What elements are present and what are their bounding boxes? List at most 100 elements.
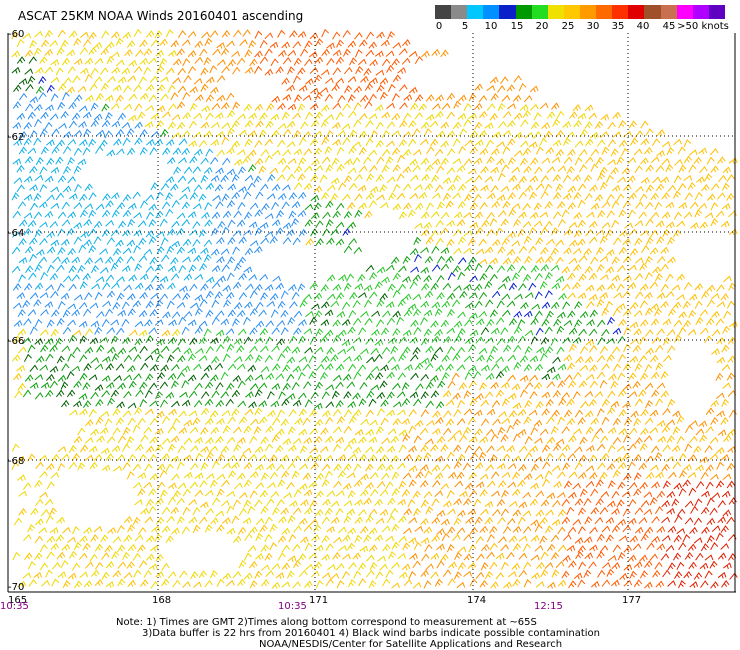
wind-barb	[469, 221, 479, 229]
wind-barb	[242, 155, 251, 164]
wind-barb	[11, 246, 21, 255]
wind-barb	[112, 408, 121, 416]
wind-barb	[673, 175, 682, 184]
wind-barb	[381, 111, 390, 119]
wind-barb	[310, 570, 320, 578]
wind-barb	[676, 273, 686, 281]
wind-barb	[370, 130, 378, 139]
wind-barb	[376, 446, 385, 454]
wind-barb	[506, 551, 515, 560]
wind-barb	[397, 283, 407, 292]
wind-barb	[249, 526, 258, 534]
wind-barb	[391, 112, 401, 121]
wind-barb	[660, 371, 669, 380]
wind-barb	[314, 544, 324, 552]
wind-barb	[237, 578, 246, 587]
wind-barb	[562, 192, 572, 200]
wind-barb	[348, 562, 357, 570]
wind-barb	[649, 427, 659, 434]
wind-barb	[728, 497, 737, 505]
wind-barb	[200, 121, 210, 129]
wind-barb	[590, 506, 600, 515]
wind-barb	[324, 507, 333, 516]
wind-barb	[722, 562, 732, 570]
wind-barb	[62, 326, 72, 335]
wind-barb	[501, 398, 510, 407]
wind-barb	[402, 183, 412, 191]
wind-barb	[611, 346, 621, 354]
wind-barb	[589, 364, 598, 372]
wind-barb	[194, 326, 203, 334]
wind-barb	[507, 374, 516, 382]
wind-barb	[126, 436, 135, 445]
wind-barb	[179, 391, 188, 398]
wind-barb	[649, 553, 659, 561]
wind-barb	[644, 526, 654, 535]
wind-barb	[44, 210, 54, 218]
wind-barb	[321, 572, 331, 579]
wind-barb	[176, 461, 185, 470]
wind-barb	[227, 416, 236, 424]
wind-barb	[695, 464, 704, 472]
wind-barb	[309, 67, 319, 75]
wind-barb	[665, 163, 674, 173]
wind-barb	[255, 191, 264, 200]
wind-barb	[677, 183, 687, 191]
wind-barb	[379, 454, 389, 463]
wind-barb	[203, 130, 213, 138]
wind-barb	[297, 209, 307, 217]
wind-barb	[601, 146, 610, 155]
wind-barb	[139, 345, 148, 354]
wind-barb	[254, 227, 263, 236]
wind-barb	[715, 480, 725, 489]
wind-barb	[44, 301, 54, 308]
wind-barb	[683, 174, 693, 181]
wind-barb	[596, 551, 605, 559]
wind-barb	[474, 211, 483, 219]
wind-barb	[717, 552, 727, 560]
wind-barb	[375, 426, 384, 435]
wind-barb	[402, 542, 411, 551]
wind-barb	[321, 136, 330, 146]
wind-barb	[49, 113, 59, 121]
wind-barb	[619, 229, 628, 237]
wind-barb	[399, 119, 408, 128]
wind-barb	[375, 139, 384, 148]
wind-barb	[401, 563, 411, 571]
wind-barb	[226, 505, 235, 514]
wind-barb	[122, 443, 131, 452]
wind-barb	[408, 571, 417, 580]
wind-barb	[19, 219, 28, 227]
wind-barb	[412, 274, 422, 282]
wind-barb	[676, 561, 685, 570]
wind-barb	[665, 201, 675, 209]
wind-barb	[171, 380, 179, 389]
wind-barb	[596, 371, 606, 380]
wind-barb	[368, 93, 377, 102]
wind-barb	[217, 220, 226, 229]
wind-barb	[325, 435, 334, 443]
wind-barb	[447, 346, 456, 355]
wind-barb	[282, 438, 292, 445]
wind-barb	[385, 301, 395, 309]
wind-barb	[102, 193, 111, 201]
wind-barb	[309, 316, 318, 325]
wind-barb	[44, 66, 54, 74]
wind-barb	[634, 507, 644, 515]
wind-barb	[83, 580, 93, 588]
wind-barb	[297, 103, 306, 112]
wind-barb	[588, 561, 597, 569]
wind-barb	[343, 443, 353, 452]
wind-barb	[544, 290, 553, 299]
wind-barb	[415, 202, 424, 211]
wind-barb	[254, 499, 263, 508]
wind-barb	[238, 492, 248, 499]
wind-barb	[305, 78, 314, 85]
wind-barb	[661, 425, 671, 433]
wind-barb	[616, 156, 625, 165]
wind-barb	[440, 211, 450, 220]
wind-barb	[475, 571, 485, 580]
wind-barb	[215, 201, 224, 209]
wind-barb	[282, 149, 292, 157]
wind-barb	[291, 470, 300, 479]
